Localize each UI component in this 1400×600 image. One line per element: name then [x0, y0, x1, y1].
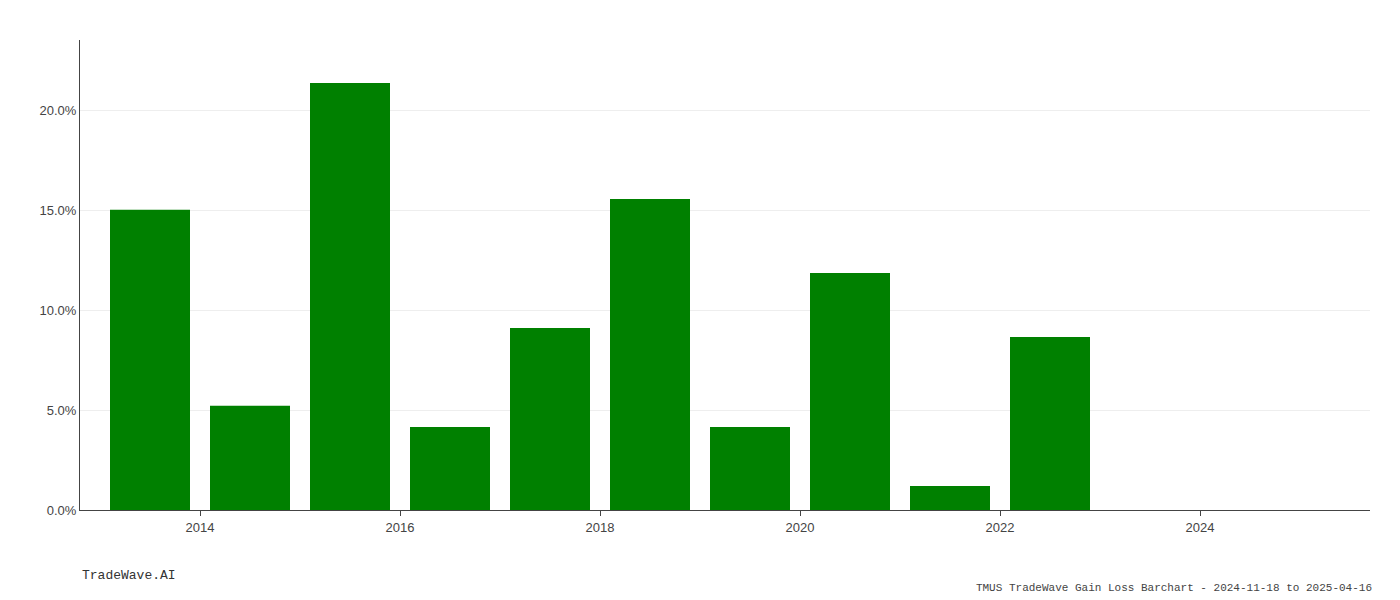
svg-text:20.0%: 20.0% [40, 103, 77, 118]
svg-text:2016: 2016 [386, 520, 415, 535]
svg-text:15.0%: 15.0% [40, 203, 77, 218]
svg-text:TMUS TradeWave Gain Loss Barch: TMUS TradeWave Gain Loss Barchart - 2024… [976, 582, 1372, 594]
svg-text:TradeWave.AI: TradeWave.AI [82, 568, 176, 583]
svg-text:2014: 2014 [186, 520, 215, 535]
svg-text:0.0%: 0.0% [47, 503, 77, 518]
svg-text:2020: 2020 [786, 520, 815, 535]
svg-text:2022: 2022 [986, 520, 1015, 535]
svg-text:5.0%: 5.0% [47, 403, 77, 418]
svg-text:2024: 2024 [1186, 520, 1215, 535]
svg-text:2018: 2018 [586, 520, 615, 535]
svg-text:10.0%: 10.0% [40, 303, 77, 318]
